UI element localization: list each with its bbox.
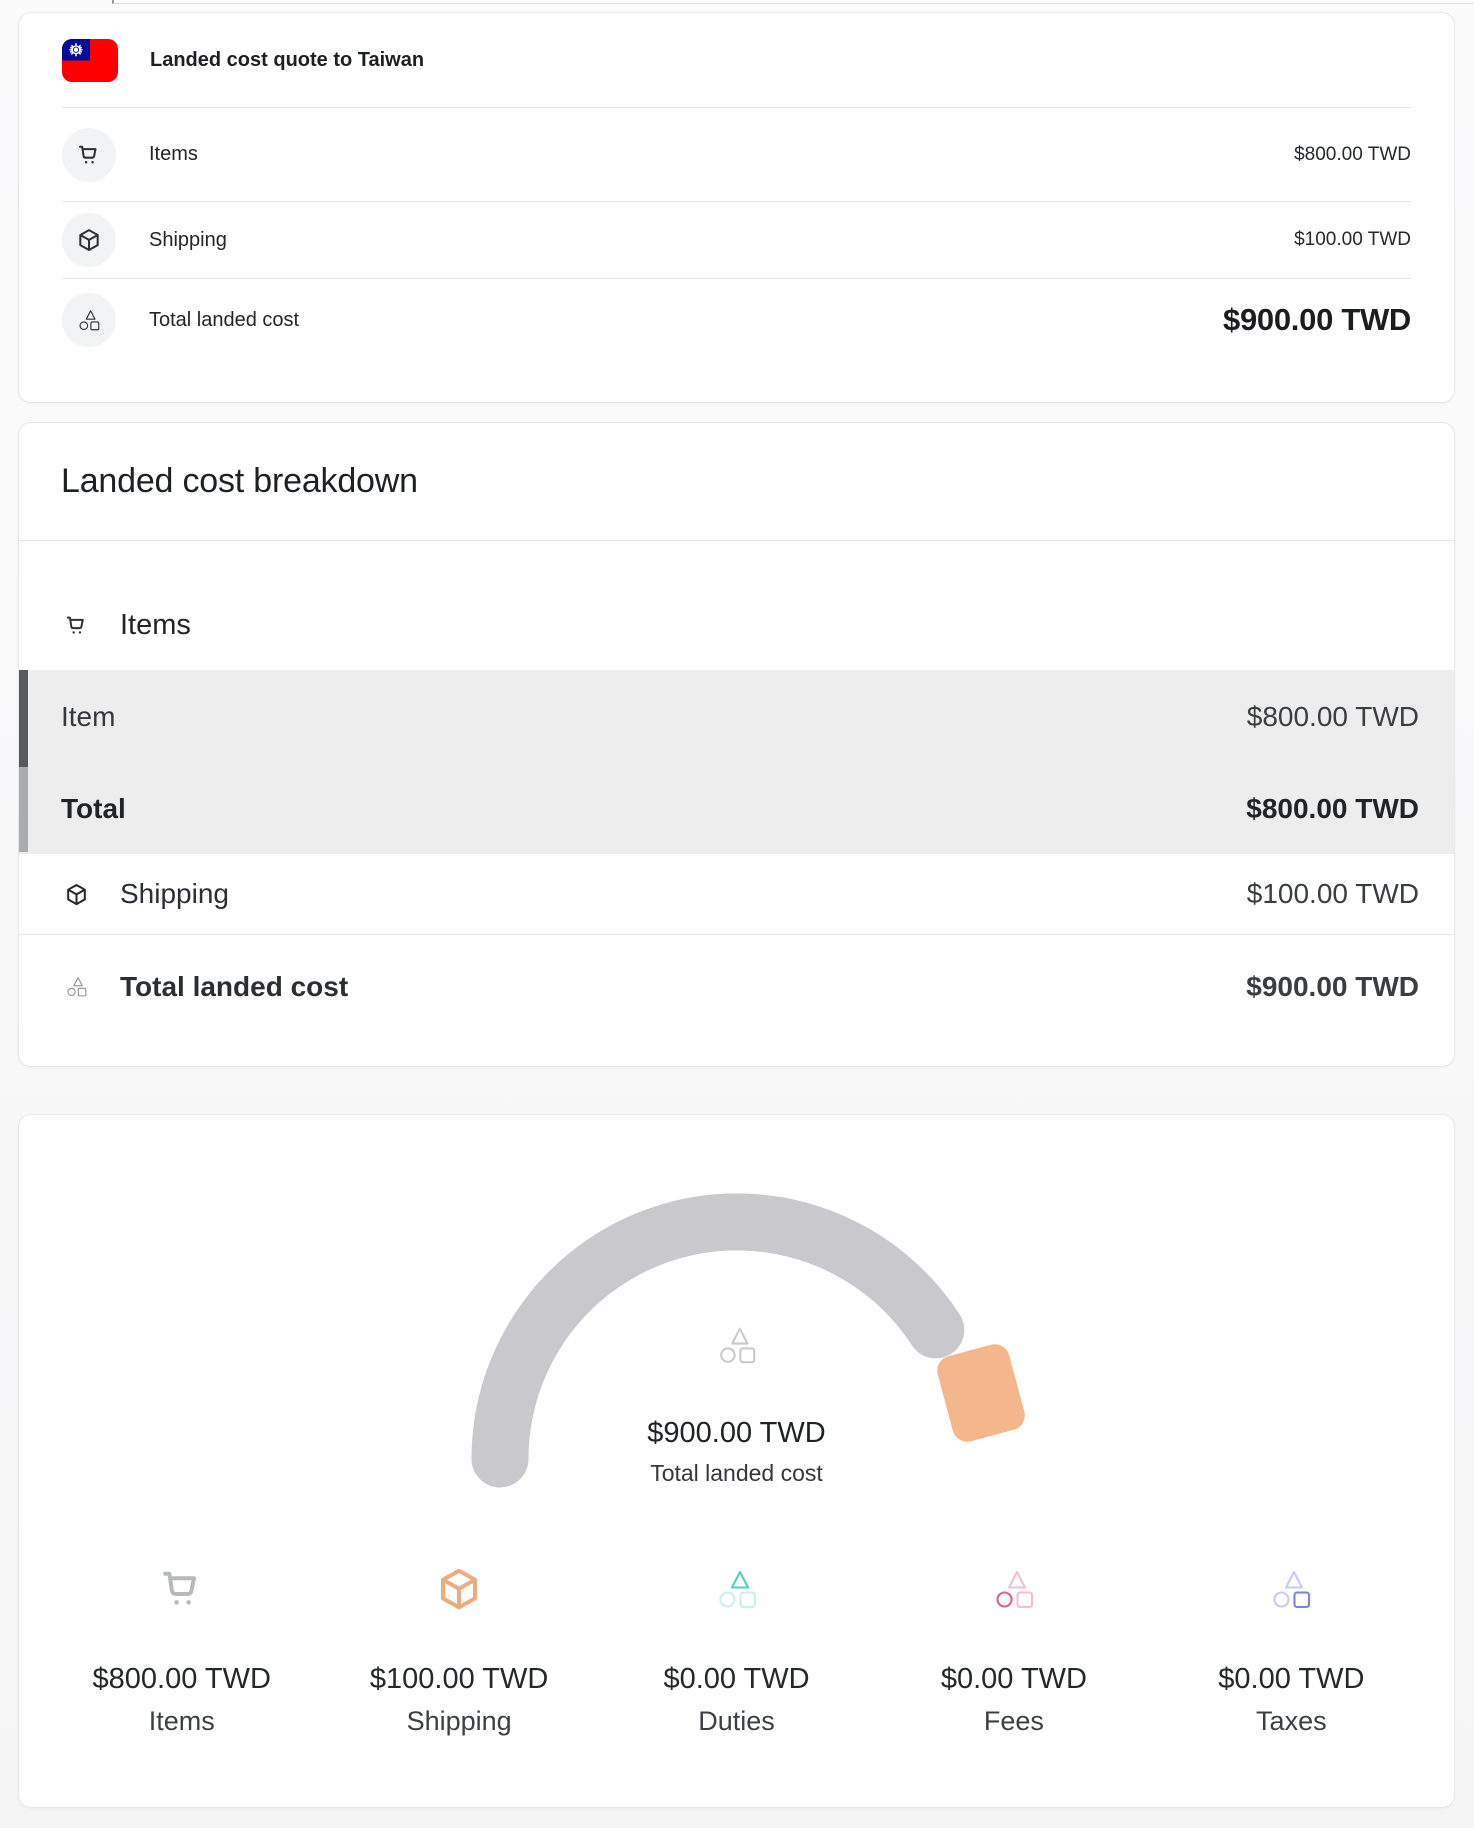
gauge-segment-shipping [937, 1344, 1025, 1442]
gauge-center-value: $900.00 TWD [647, 1417, 826, 1449]
divider [62, 201, 1411, 202]
gauge-segment-items [471, 1193, 965, 1488]
breakdown-total-value: $900.00 TWD [1246, 970, 1419, 1002]
cart-icon [66, 616, 84, 634]
items-total-label: Total [61, 793, 126, 824]
shapes-icon [79, 310, 100, 331]
divider [62, 278, 1411, 279]
scrollbar-track[interactable] [19, 670, 28, 854]
breakdown-total-label: Total landed cost [120, 970, 349, 1002]
shapes-icon [720, 1327, 756, 1364]
taiwan-flag-icon [62, 38, 118, 82]
landed-cost-gauge-card: $900.00 TWD Total landed cost $800.00 TW… [18, 1114, 1455, 1808]
scrollbar-thumb-dark[interactable] [19, 670, 28, 767]
breakdown-item-row: Item $800.00 TWD [19, 670, 1454, 764]
landed-cost-breakdown-card: Landed cost breakdown Items Item $800.00… [18, 422, 1455, 1067]
gauge-legend: $800.00 TWD Items $100.00 TWD Shipping $… [19, 1565, 1454, 1736]
quote-card-header: Landed cost quote to Taiwan [19, 13, 1454, 107]
package-icon [67, 883, 86, 905]
item-value: $800.00 TWD [1246, 701, 1419, 732]
gauge-chart [471, 1193, 1025, 1488]
breakdown-header: Landed cost breakdown [19, 423, 1454, 540]
legend-items-label: Items [148, 1706, 215, 1736]
breakdown-items-label: Items [120, 609, 191, 641]
legend-duties: $0.00 TWD Duties [598, 1565, 875, 1736]
breakdown-shipping-row: Shipping $100.00 TWD [19, 854, 1454, 934]
items-total-value: $800.00 TWD [1246, 793, 1419, 824]
breakdown-total-row: Total landed cost $900.00 TWD [19, 935, 1454, 1068]
item-label: Item [61, 701, 116, 732]
quote-shipping-label: Shipping [149, 228, 227, 251]
legend-shipping-label: Shipping [406, 1706, 512, 1736]
breakdown-items-total-row: Total $800.00 TWD [19, 764, 1454, 854]
divider [19, 540, 1454, 541]
quote-card-title: Landed cost quote to Taiwan [150, 48, 425, 71]
divider [62, 107, 1411, 108]
legend-duties-amount: $0.00 TWD [663, 1663, 810, 1695]
shapes-icon-fees [996, 1570, 1033, 1609]
scrollbar-thumb-light[interactable] [19, 767, 28, 852]
legend-fees-label: Fees [983, 1706, 1044, 1736]
breakdown-items-section-header: Items [19, 541, 1454, 670]
gauge-center-label: Total landed cost [650, 1460, 823, 1486]
package-icon [79, 229, 99, 251]
legend-items: $800.00 TWD Items [43, 1565, 320, 1736]
cart-icon [78, 145, 97, 164]
quote-total-value: $900.00 TWD [1223, 302, 1411, 337]
quote-shipping-value: $100.00 TWD [1294, 229, 1411, 250]
quote-items-row: Items $800.00 TWD [19, 108, 1454, 201]
quote-total-label: Total landed cost [149, 308, 300, 331]
shapes-icon-duties [718, 1570, 756, 1609]
breakdown-shipping-value: $100.00 TWD [1246, 878, 1419, 909]
cart-icon [162, 1571, 196, 1605]
package-icon [441, 1568, 478, 1610]
quote-items-label: Items [149, 143, 198, 165]
quote-shipping-row: Shipping $100.00 TWD [19, 202, 1454, 278]
shapes-icon [67, 977, 87, 997]
quote-items-value: $800.00 TWD [1294, 143, 1411, 165]
legend-fees-amount: $0.00 TWD [940, 1663, 1087, 1695]
legend-items-amount: $800.00 TWD [92, 1663, 271, 1695]
breakdown-items-detail-block: Item $800.00 TWD Total $800.00 TWD [19, 670, 1454, 854]
divider [19, 934, 1454, 935]
legend-duties-label: Duties [698, 1706, 775, 1736]
legend-shipping-amount: $100.00 TWD [369, 1663, 549, 1695]
breakdown-shipping-label: Shipping [120, 878, 229, 909]
clipped-panel-edge [112, 0, 1474, 4]
landed-cost-quote-card: Landed cost quote to Taiwan Items $800.0… [18, 12, 1455, 403]
legend-taxes: $0.00 TWD Taxes [1153, 1565, 1430, 1736]
shapes-icon-taxes [1273, 1570, 1311, 1609]
breakdown-title: Landed cost breakdown [61, 462, 418, 500]
legend-shipping: $100.00 TWD Shipping [320, 1565, 597, 1736]
quote-total-row: Total landed cost $900.00 TWD [19, 279, 1454, 403]
legend-taxes-amount: $0.00 TWD [1218, 1663, 1365, 1695]
legend-fees: $0.00 TWD Fees [875, 1565, 1152, 1736]
legend-taxes-label: Taxes [1256, 1706, 1327, 1736]
